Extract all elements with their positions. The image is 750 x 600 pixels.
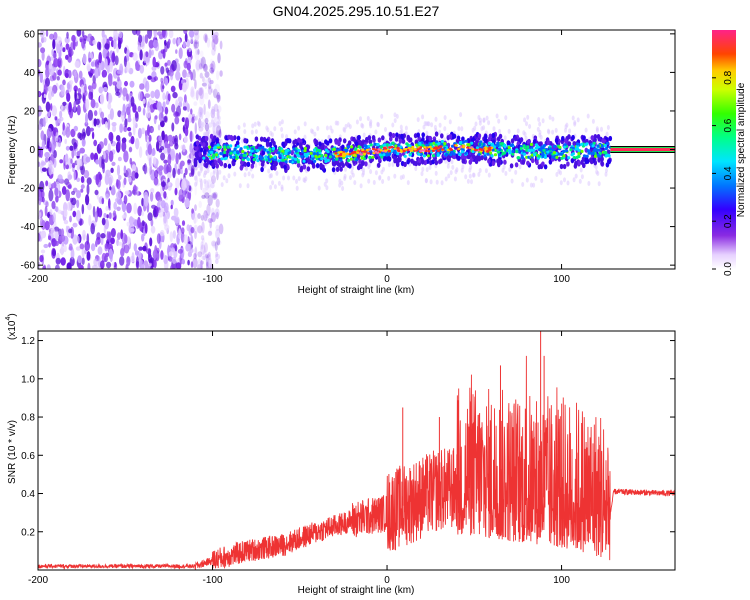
spectrogram-xtick-label: -100 (203, 274, 223, 285)
noise-region (38, 30, 224, 269)
spectrogram-xtick-label: -200 (28, 274, 48, 285)
colorbar: 0.0 0.2 0.4 0.6 0.8 Normalized spectral ampl… (712, 30, 747, 276)
snr-ytick-label: 0.2 (21, 527, 35, 538)
spectrogram-ytick-label: 0 (29, 145, 35, 156)
spectrogram-ytick-label: -40 (21, 222, 36, 233)
spectrogram-ytick-label: 60 (24, 29, 36, 40)
colorbar-tick-label: 0.6 (723, 118, 734, 132)
snr-ytick-label: 0.6 (21, 451, 35, 462)
snr-panel: -200 -100 0 100 0.2 0.4 0.6 0.8 1.0 1.2 Height of… (5, 313, 676, 596)
colorbar-tick-label: 0.0 (723, 262, 734, 276)
snr-xtick-label: -100 (203, 575, 223, 586)
spectrogram-xtick-label: 0 (384, 274, 390, 285)
chart-title: GN04.2025.295.10.51.E27 (273, 3, 440, 19)
snr-ytick-label: 0.8 (21, 413, 35, 424)
snr-scale-label: (x104) (5, 313, 18, 340)
colorbar-tick-label: 0.2 (723, 214, 734, 228)
snr-xtick-label: 0 (384, 575, 390, 586)
snr-series-line (38, 355, 675, 570)
colorbar-gradient (712, 30, 736, 269)
snr-scale-close: ) (7, 313, 18, 316)
snr-ylabel: SNR (10 * v/v) (7, 420, 18, 484)
signal-band (193, 112, 613, 192)
snr-xlabel: Height of straight line (km) (298, 585, 415, 596)
spectrogram-panel: -200 -100 0 100 60 40 20 0 -20 -40 -60 Height of s… (7, 29, 676, 296)
spectrogram-ytick-label: -20 (21, 184, 36, 195)
carrier-line-core (610, 148, 675, 151)
spectrogram-ytick-label: 40 (24, 68, 36, 79)
snr-frame (37, 330, 676, 571)
snr-ytick-label: 0.4 (21, 489, 35, 500)
colorbar-tick-label: 0.8 (723, 70, 734, 84)
snr-scale-exponent: 4 (5, 317, 12, 321)
snr-xtick-label: 100 (553, 575, 570, 586)
spectrogram-ylabel: Frequency (Hz) (7, 116, 18, 185)
svg-text:(x104): (x104) (5, 313, 18, 340)
snr-ytick-label: 1.0 (21, 374, 35, 385)
spectrogram-xtick-label: 100 (553, 274, 570, 285)
snr-ytick-label: 1.2 (21, 336, 35, 347)
snr-scale-prefix: (x10 (7, 320, 18, 340)
snr-xtick-label: -200 (28, 575, 48, 586)
colorbar-label: Normalized spectral amplitude (736, 82, 747, 217)
colorbar-tick-label: 0.4 (723, 166, 734, 180)
spectrogram-xlabel: Height of straight line (km) (298, 285, 415, 296)
spectrogram-ytick-label: -60 (21, 261, 36, 272)
spectrogram-ytick-label: 20 (24, 106, 36, 117)
